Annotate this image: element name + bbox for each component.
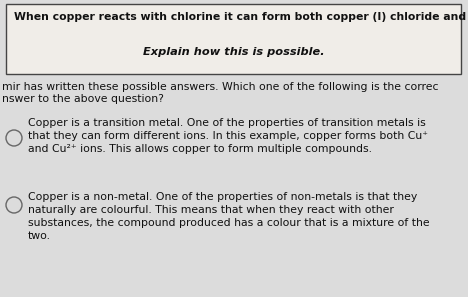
- Text: two.: two.: [28, 231, 51, 241]
- Text: Explain how this is possible.: Explain how this is possible.: [143, 47, 324, 57]
- Text: mir has written these possible answers. Which one of the following is the correc: mir has written these possible answers. …: [2, 82, 439, 92]
- Text: nswer to the above question?: nswer to the above question?: [2, 94, 164, 104]
- Text: that they can form different ions. In this example, copper forms both Cu⁺: that they can form different ions. In th…: [28, 131, 428, 141]
- Text: substances, the compound produced has a colour that is a mixture of the: substances, the compound produced has a …: [28, 218, 430, 228]
- Text: and Cu²⁺ ions. This allows copper to form multiple compounds.: and Cu²⁺ ions. This allows copper to for…: [28, 144, 372, 154]
- Text: Copper is a non-metal. One of the properties of non-metals is that they: Copper is a non-metal. One of the proper…: [28, 192, 417, 202]
- FancyBboxPatch shape: [6, 4, 461, 74]
- Text: When copper reacts with chlorine it can form both copper (I) chloride and copper: When copper reacts with chlorine it can …: [14, 12, 468, 22]
- Circle shape: [6, 197, 22, 213]
- Circle shape: [6, 130, 22, 146]
- Text: Copper is a transition metal. One of the properties of transition metals is: Copper is a transition metal. One of the…: [28, 118, 426, 128]
- Text: naturally are colourful. This means that when they react with other: naturally are colourful. This means that…: [28, 205, 394, 215]
